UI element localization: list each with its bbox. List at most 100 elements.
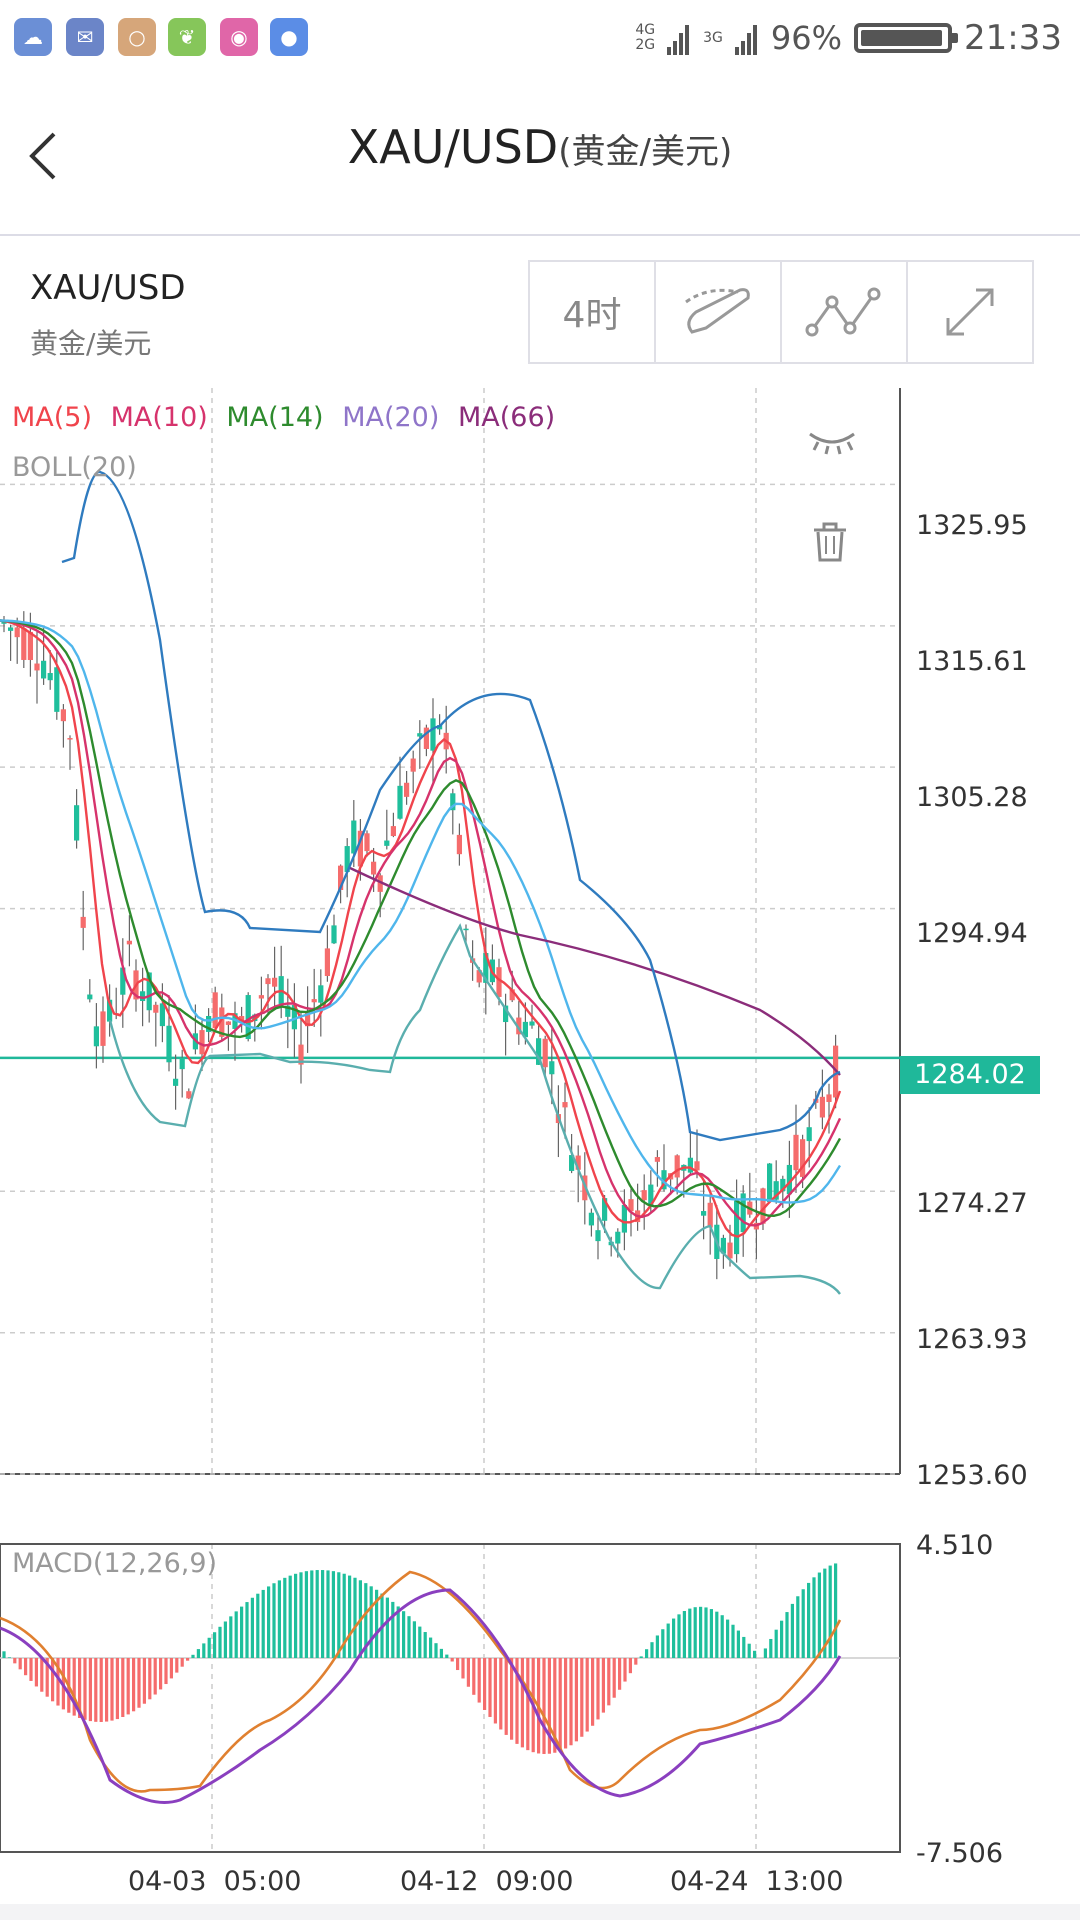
candle-body bbox=[522, 1021, 528, 1038]
macd-histogram-bar bbox=[693, 1607, 697, 1658]
candle-body bbox=[707, 1202, 713, 1228]
candle-body bbox=[311, 999, 317, 1003]
macd-histogram-bar bbox=[56, 1658, 60, 1706]
macd-histogram-bar bbox=[142, 1658, 146, 1704]
boll-lower-line bbox=[108, 923, 841, 1295]
macd-histogram-bar bbox=[461, 1658, 465, 1679]
current-price-tag: 1284.02 bbox=[900, 1056, 1040, 1094]
macd-histogram-bar bbox=[450, 1658, 454, 1662]
macd-histogram-bar bbox=[223, 1621, 227, 1658]
y-tick-label: 1274.27 bbox=[916, 1188, 1028, 1219]
macd-histogram-bar bbox=[148, 1658, 152, 1700]
macd-histogram-bar bbox=[558, 1658, 562, 1751]
candle-body bbox=[654, 1157, 660, 1162]
macd-histogram-bar bbox=[569, 1658, 573, 1746]
macd-histogram-bar bbox=[510, 1658, 514, 1740]
macd-histogram-bar bbox=[261, 1589, 265, 1658]
candle-body bbox=[773, 1181, 779, 1200]
candle-body bbox=[503, 1005, 509, 1023]
macd-histogram-bar bbox=[483, 1658, 487, 1710]
macd-histogram-bar bbox=[175, 1658, 179, 1673]
legend-ma10: MA(10) bbox=[110, 402, 208, 433]
candle-body bbox=[628, 1199, 634, 1212]
indicator-button[interactable] bbox=[782, 262, 908, 362]
candle-body bbox=[602, 1198, 608, 1221]
macd-histogram-bar bbox=[715, 1611, 719, 1658]
macd-histogram-bar bbox=[628, 1658, 632, 1674]
candle-body bbox=[536, 1038, 542, 1065]
macd-histogram-bar bbox=[186, 1658, 190, 1661]
macd-histogram-bar bbox=[78, 1658, 82, 1718]
macd-histogram-bar bbox=[542, 1658, 546, 1754]
candle-body bbox=[661, 1170, 667, 1190]
macd-histogram-bar bbox=[283, 1577, 287, 1658]
macd-histogram-bar bbox=[429, 1637, 433, 1658]
x-tick-label: 04-03 05:00 bbox=[128, 1866, 302, 1897]
candle-body bbox=[384, 840, 390, 846]
candle-body bbox=[701, 1211, 707, 1216]
fullscreen-button[interactable] bbox=[908, 262, 1032, 362]
candle-body bbox=[786, 1164, 792, 1195]
candle-body bbox=[463, 928, 469, 931]
timeframe-button[interactable]: 4时 bbox=[530, 262, 656, 362]
chart-toolbar: 4时 bbox=[528, 260, 1034, 364]
macd-histogram-bar bbox=[504, 1658, 508, 1735]
macd-histogram-bar bbox=[115, 1658, 119, 1720]
candle-body bbox=[377, 875, 383, 892]
candle-body bbox=[351, 820, 357, 854]
macd-histogram-bar bbox=[456, 1658, 460, 1671]
candle-body bbox=[272, 977, 278, 987]
macd-histogram-bar bbox=[720, 1615, 724, 1658]
candle-body bbox=[529, 1021, 535, 1026]
macd-histogram-bar bbox=[526, 1658, 530, 1751]
candle-body bbox=[456, 834, 462, 855]
macd-dea-line bbox=[0, 1588, 842, 1804]
legend-macd: MACD(12,26,9) bbox=[12, 1548, 218, 1579]
macd-histogram-bar bbox=[834, 1563, 838, 1658]
macd-histogram-bar bbox=[315, 1570, 319, 1658]
candle-body bbox=[562, 1102, 568, 1108]
macd-histogram-bar bbox=[790, 1603, 794, 1658]
candle-body bbox=[60, 709, 66, 722]
legend-ma66: MA(66) bbox=[458, 402, 556, 433]
ma14-line bbox=[0, 619, 842, 1218]
macd-histogram-bar bbox=[326, 1570, 330, 1658]
macd-histogram-bar bbox=[288, 1575, 292, 1658]
y-tick-label: 1253.60 bbox=[916, 1460, 1028, 1491]
macd-histogram-bar bbox=[110, 1658, 114, 1721]
macd-histogram-bar bbox=[753, 1650, 757, 1658]
candle-body bbox=[509, 989, 515, 1001]
macd-histogram-bar bbox=[391, 1601, 395, 1658]
macd-histogram-bar bbox=[807, 1582, 811, 1658]
back-arrow-icon[interactable] bbox=[24, 126, 84, 186]
candle-body bbox=[212, 992, 218, 1029]
status-indicators: 4G 2G 3G 96% 21:33 bbox=[635, 14, 1062, 62]
draw-tool-button[interactable] bbox=[656, 262, 782, 362]
trash-icon[interactable] bbox=[812, 522, 848, 562]
candle-body bbox=[8, 627, 14, 631]
candle-body bbox=[450, 793, 456, 811]
candle-body bbox=[186, 1091, 192, 1099]
macd-histogram-bar bbox=[375, 1589, 379, 1658]
network-3g-indicator: 3G bbox=[703, 29, 723, 46]
ma10-line bbox=[0, 619, 842, 1227]
macd-histogram-bar bbox=[477, 1658, 481, 1703]
macd-histogram-bar bbox=[45, 1658, 49, 1697]
macd-histogram-bar bbox=[423, 1632, 427, 1658]
macd-histogram-bar bbox=[520, 1658, 524, 1748]
candle-body bbox=[595, 1230, 601, 1242]
candle-body bbox=[199, 1030, 205, 1055]
macd-histogram-bar bbox=[218, 1626, 222, 1658]
macd-histogram-bar bbox=[780, 1620, 784, 1658]
macd-histogram-bar bbox=[585, 1658, 589, 1732]
macd-histogram-bar bbox=[774, 1629, 778, 1658]
macd-histogram-bar bbox=[742, 1636, 746, 1658]
macd-histogram-bar bbox=[240, 1606, 244, 1658]
macd-histogram-bar bbox=[688, 1608, 692, 1658]
hide-eye-icon[interactable] bbox=[808, 428, 856, 456]
candle-body bbox=[258, 995, 264, 999]
candle-body bbox=[225, 1021, 231, 1025]
macd-histogram-bar bbox=[13, 1658, 17, 1664]
macd-histogram-bar bbox=[661, 1629, 665, 1658]
